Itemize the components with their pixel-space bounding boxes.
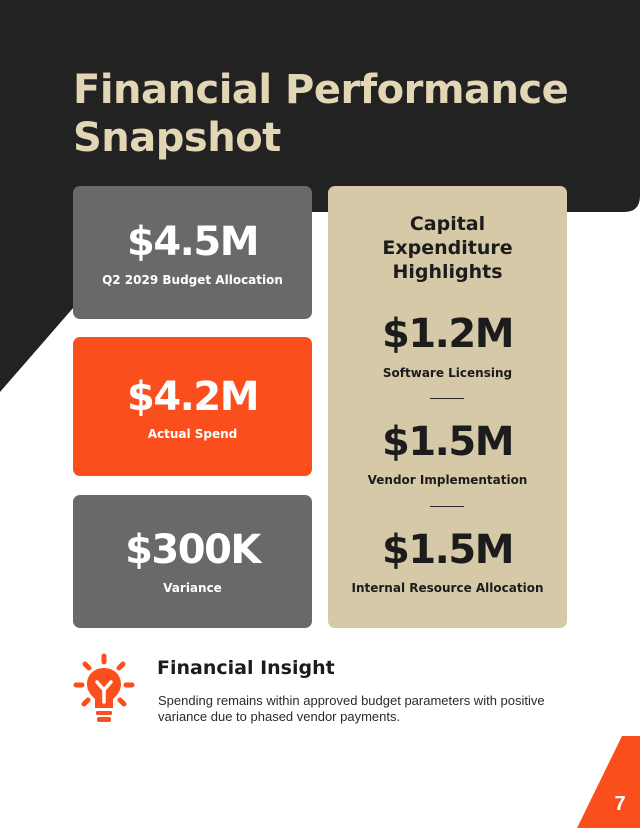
corner-accent-shape <box>577 736 640 828</box>
capex-divider <box>430 398 464 399</box>
capex-item-label: Internal Resource Allocation <box>351 581 544 595</box>
capex-item-value: $1.2M <box>382 311 515 357</box>
variance-label: Variance <box>163 581 222 595</box>
budget-allocation-label: Q2 2029 Budget Allocation <box>102 273 283 287</box>
actual-spend-card: $4.2M Actual Spend <box>73 337 312 476</box>
actual-spend-value: $4.2M <box>127 374 260 420</box>
actual-spend-label: Actual Spend <box>147 427 238 441</box>
page-title: Financial Performance Snapshot <box>73 67 569 161</box>
insight-text: Spending remains within approved budget … <box>158 693 545 724</box>
capex-heading: Capital Expenditure Highlights <box>382 213 513 283</box>
budget-allocation-card: $4.5M Q2 2029 Budget Allocation <box>73 186 312 319</box>
capex-highlights-card: Capital Expenditure Highlights $1.2M Sof… <box>328 186 567 628</box>
variance-card: $300K Variance <box>73 495 312 628</box>
budget-allocation-value: $4.5M <box>127 219 260 265</box>
capex-item-value: $1.5M <box>382 419 515 465</box>
dark-header-shape <box>0 0 640 392</box>
variance-value: $300K <box>125 527 261 573</box>
capex-item-label: Vendor Implementation <box>367 473 528 487</box>
capex-divider <box>430 506 464 507</box>
capex-item-value: $1.5M <box>382 527 515 573</box>
capex-item-label: Software Licensing <box>382 366 513 380</box>
lightbulb-icon <box>73 653 135 722</box>
insight-title: Financial Insight <box>157 657 335 679</box>
page-number: 7 <box>614 793 626 815</box>
